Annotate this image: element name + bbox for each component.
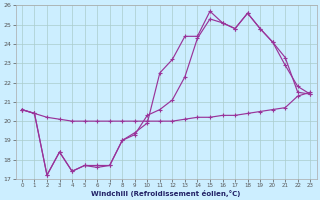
X-axis label: Windchill (Refroidissement éolien,°C): Windchill (Refroidissement éolien,°C) [92, 190, 241, 197]
